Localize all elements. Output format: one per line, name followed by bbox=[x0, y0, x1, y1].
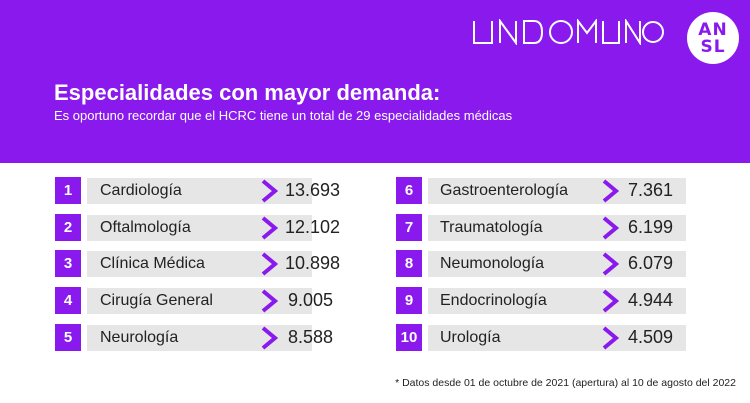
name-bar bbox=[428, 215, 686, 241]
specialty-name: Cardiología bbox=[100, 182, 182, 199]
rank-number: 7 bbox=[396, 214, 422, 241]
specialty-value: 10.898 bbox=[285, 253, 341, 273]
header-banner: AN SL Especialidades con mayor demanda: … bbox=[0, 0, 750, 163]
specialty-value: 12.102 bbox=[285, 217, 341, 237]
name-bar bbox=[428, 251, 686, 277]
chevron-right-icon bbox=[261, 289, 278, 313]
badge-text-top: AN bbox=[698, 20, 728, 40]
rank-number: 2 bbox=[55, 214, 81, 241]
specialty-value: 7.361 bbox=[628, 180, 674, 200]
rank-number: 9 bbox=[396, 287, 422, 314]
chevron-right-icon bbox=[261, 179, 278, 203]
chevron-right-icon bbox=[261, 216, 278, 240]
rank-number: 10 bbox=[396, 324, 422, 351]
specialty-name: Gastroenterología bbox=[440, 182, 569, 199]
page-title: Especialidades con mayor demanda: bbox=[54, 80, 441, 105]
rank-number: 3 bbox=[55, 250, 81, 277]
chevron-right-icon bbox=[602, 179, 619, 203]
name-bar bbox=[428, 325, 686, 351]
chevron-right-icon bbox=[261, 326, 278, 350]
specialty-value: 6.079 bbox=[628, 253, 674, 273]
specialty-name: Neumonología bbox=[440, 255, 545, 272]
rank-number: 1 bbox=[55, 177, 81, 204]
name-bar bbox=[428, 288, 686, 314]
chevron-right-icon bbox=[602, 289, 619, 313]
brand-logo bbox=[473, 19, 664, 45]
specialty-value: 8.588 bbox=[288, 327, 334, 347]
specialty-name: Urología bbox=[440, 329, 501, 346]
page-subtitle: Es oportuno recordar que el HCRC tiene u… bbox=[54, 108, 513, 123]
specialty-value: 4.509 bbox=[628, 327, 674, 347]
specialty-value: 9.005 bbox=[288, 290, 334, 310]
rank-number: 6 bbox=[396, 177, 422, 204]
name-bar bbox=[428, 178, 686, 204]
specialty-value: 13.693 bbox=[285, 180, 341, 200]
specialty-name: Oftalmología bbox=[100, 219, 191, 236]
rank-number: 5 bbox=[55, 324, 81, 351]
specialty-name: Clínica Médica bbox=[100, 255, 205, 272]
chevron-right-icon bbox=[602, 252, 619, 276]
specialty-name: Cirugía General bbox=[100, 292, 213, 309]
specialty-name: Neurología bbox=[100, 329, 179, 346]
specialty-value: 4.944 bbox=[628, 290, 674, 310]
badge-text-bottom: SL bbox=[700, 37, 726, 57]
specialty-name: Endocrinología bbox=[440, 292, 547, 309]
rank-number: 8 bbox=[396, 250, 422, 277]
ansl-badge: AN SL bbox=[687, 12, 739, 64]
rank-number: 4 bbox=[55, 287, 81, 314]
chevron-right-icon bbox=[602, 216, 619, 240]
specialty-name: Traumatología bbox=[440, 219, 543, 236]
specialty-value: 6.199 bbox=[628, 217, 674, 237]
chevron-right-icon bbox=[261, 252, 278, 276]
chevron-right-icon bbox=[602, 326, 619, 350]
footnote: * Datos desde 01 de octubre de 2021 (ape… bbox=[395, 377, 736, 389]
